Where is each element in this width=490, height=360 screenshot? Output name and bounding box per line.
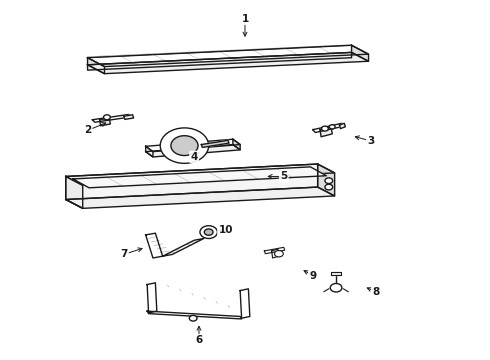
Text: 9: 9 bbox=[309, 271, 317, 281]
Polygon shape bbox=[73, 167, 326, 188]
Polygon shape bbox=[331, 272, 341, 275]
Circle shape bbox=[160, 128, 209, 163]
Text: 2: 2 bbox=[84, 125, 91, 135]
Text: 4: 4 bbox=[191, 152, 198, 162]
Polygon shape bbox=[66, 164, 335, 185]
Polygon shape bbox=[88, 58, 104, 74]
Polygon shape bbox=[352, 45, 368, 61]
Circle shape bbox=[274, 251, 283, 257]
Polygon shape bbox=[318, 164, 335, 196]
Circle shape bbox=[329, 125, 335, 129]
Circle shape bbox=[103, 115, 110, 120]
Polygon shape bbox=[320, 127, 332, 137]
Text: 6: 6 bbox=[196, 335, 202, 345]
Polygon shape bbox=[265, 247, 285, 254]
Polygon shape bbox=[340, 123, 345, 129]
Polygon shape bbox=[271, 249, 279, 258]
Polygon shape bbox=[233, 139, 240, 150]
Circle shape bbox=[189, 315, 197, 321]
Polygon shape bbox=[146, 233, 163, 258]
Circle shape bbox=[325, 184, 333, 190]
Polygon shape bbox=[313, 123, 344, 132]
Polygon shape bbox=[66, 164, 318, 199]
Text: 1: 1 bbox=[242, 14, 248, 24]
Text: 10: 10 bbox=[219, 225, 233, 235]
Polygon shape bbox=[88, 53, 352, 70]
Polygon shape bbox=[146, 146, 153, 157]
Text: 3: 3 bbox=[368, 136, 374, 146]
Polygon shape bbox=[66, 187, 335, 208]
Polygon shape bbox=[88, 53, 368, 74]
Polygon shape bbox=[146, 139, 240, 152]
Circle shape bbox=[325, 178, 333, 184]
Polygon shape bbox=[93, 114, 131, 122]
Polygon shape bbox=[124, 115, 134, 120]
Polygon shape bbox=[201, 140, 229, 147]
Text: 5: 5 bbox=[280, 171, 287, 181]
Text: 7: 7 bbox=[120, 249, 127, 260]
Polygon shape bbox=[99, 118, 110, 126]
Polygon shape bbox=[147, 283, 157, 313]
Circle shape bbox=[321, 126, 328, 131]
Polygon shape bbox=[147, 311, 242, 319]
Text: 8: 8 bbox=[372, 287, 379, 297]
Circle shape bbox=[204, 229, 213, 235]
Polygon shape bbox=[66, 176, 83, 208]
Polygon shape bbox=[240, 289, 250, 318]
Polygon shape bbox=[163, 238, 204, 256]
Circle shape bbox=[171, 136, 198, 156]
Polygon shape bbox=[146, 145, 240, 157]
Polygon shape bbox=[88, 45, 368, 67]
Circle shape bbox=[330, 283, 342, 292]
Circle shape bbox=[200, 226, 218, 238]
